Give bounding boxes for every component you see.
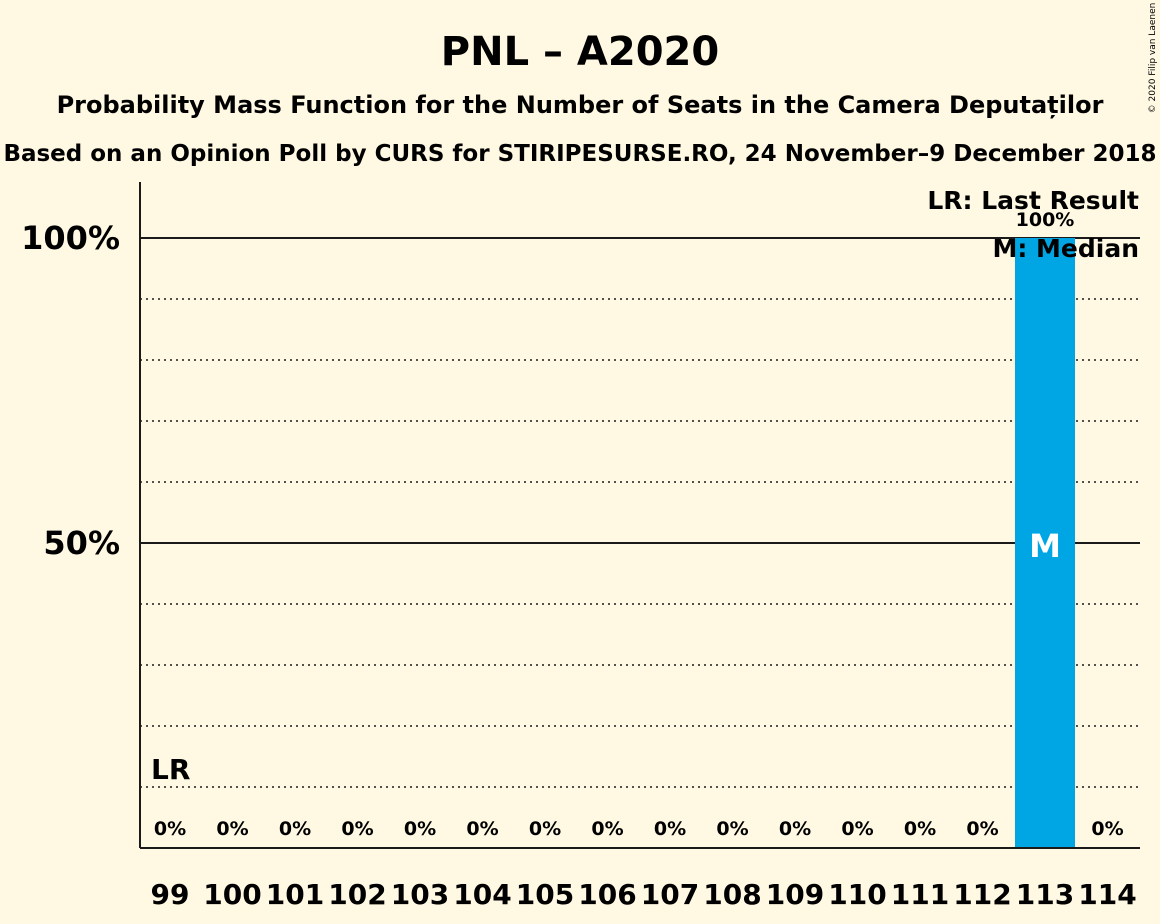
x-tick-label: 100 — [203, 878, 261, 911]
x-tick-label: 103 — [391, 878, 449, 911]
data-label: 0% — [654, 818, 686, 840]
x-tick-label: 101 — [266, 878, 324, 911]
data-labels: 0% 0% 0% 0% 0% 0% 0% 0% 0% 0% 0% 0% 0% 0% 100% 0% — [154, 209, 1124, 840]
data-label: 0% — [341, 818, 373, 840]
data-label: 0% — [966, 818, 998, 840]
x-tick-label: 112 — [953, 878, 1011, 911]
bars — [1015, 238, 1075, 848]
legend: LR: Last Result M: Median — [927, 186, 1139, 263]
data-label: 0% — [154, 818, 186, 840]
x-tick-label: 109 — [766, 878, 824, 911]
x-tick-label: 108 — [703, 878, 761, 911]
chart-source: Based on an Opinion Poll by CURS for STI… — [3, 141, 1156, 167]
y-tick-label: 50% — [43, 524, 120, 562]
median-marker: M — [1029, 527, 1061, 565]
data-label: 0% — [779, 818, 811, 840]
axes: 50%100%99 100 101 102 103 104 105 106 107 108 109 1… — [21, 182, 1140, 911]
y-tick-label: 100% — [21, 219, 120, 257]
x-tick-label: 113 — [1016, 878, 1074, 911]
x-tick-label: 102 — [328, 878, 386, 911]
data-label: 0% — [904, 818, 936, 840]
data-label: 100% — [1016, 209, 1075, 231]
bar — [1015, 238, 1075, 848]
data-label: 0% — [529, 818, 561, 840]
data-label: 0% — [841, 818, 873, 840]
data-label: 0% — [216, 818, 248, 840]
data-label: 0% — [466, 818, 498, 840]
x-tick-label: 110 — [828, 878, 886, 911]
grid-lines — [140, 237, 1140, 788]
last-result-marker: LR — [151, 753, 190, 786]
data-label: 0% — [404, 818, 436, 840]
legend-last-result: LR: Last Result — [927, 186, 1139, 215]
x-tick-label: 114 — [1078, 878, 1136, 911]
data-label: 0% — [591, 818, 623, 840]
x-tick-label: 99 — [151, 878, 190, 911]
data-label: 0% — [279, 818, 311, 840]
data-label: 0% — [716, 818, 748, 840]
x-tick-label: 107 — [641, 878, 699, 911]
legend-median: M: Median — [992, 234, 1139, 263]
x-tick-label: 111 — [891, 878, 949, 911]
markers: LR M — [151, 527, 1061, 786]
chart-subtitle: Probability Mass Function for the Number… — [57, 91, 1104, 119]
x-tick-label: 105 — [516, 878, 574, 911]
data-label: 0% — [1091, 818, 1123, 840]
x-tick-label: 106 — [578, 878, 636, 911]
copyright-notice: © 2020 Filip van Laenen — [1148, 3, 1158, 114]
x-tick-label: 104 — [453, 878, 511, 911]
chart-title: PNL – A2020 — [441, 29, 719, 75]
